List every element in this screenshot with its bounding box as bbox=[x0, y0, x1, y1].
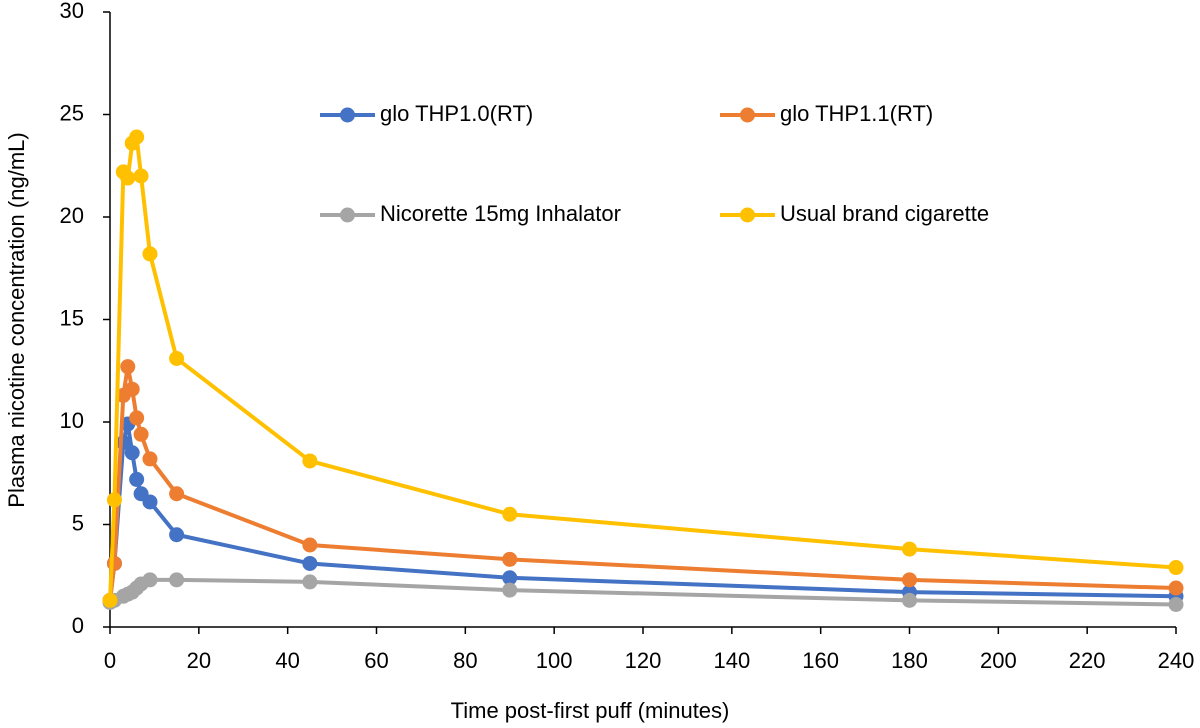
legend-label: glo THP1.0(RT) bbox=[380, 101, 533, 126]
data-point bbox=[169, 486, 185, 502]
legend-swatch-marker bbox=[740, 207, 755, 223]
x-tick-label: 40 bbox=[275, 648, 299, 673]
x-tick-label: 240 bbox=[1158, 648, 1195, 673]
y-tick-label: 5 bbox=[72, 510, 84, 535]
data-point bbox=[129, 410, 145, 426]
data-point bbox=[133, 426, 149, 442]
x-tick-label: 220 bbox=[1069, 648, 1106, 673]
y-tick-label: 15 bbox=[60, 305, 84, 330]
x-tick-label: 120 bbox=[625, 648, 662, 673]
legend-label: Nicorette 15mg Inhalator bbox=[380, 201, 621, 226]
data-point bbox=[1168, 596, 1184, 612]
x-axis-title: Time post-first puff (minutes) bbox=[451, 698, 730, 723]
series-line bbox=[108, 422, 1177, 601]
data-point bbox=[129, 129, 145, 145]
data-point bbox=[302, 453, 318, 469]
data-point bbox=[502, 582, 518, 598]
y-tick-label: 20 bbox=[60, 203, 84, 228]
data-point bbox=[302, 555, 318, 571]
data-point bbox=[502, 570, 518, 586]
x-tick-label: 0 bbox=[104, 648, 116, 673]
legend-swatch-marker bbox=[340, 107, 355, 123]
data-point bbox=[502, 551, 518, 567]
x-tick-label: 200 bbox=[980, 648, 1017, 673]
x-tick-label: 180 bbox=[891, 648, 928, 673]
data-point bbox=[302, 537, 318, 553]
data-point bbox=[142, 246, 158, 262]
series-line bbox=[108, 364, 1177, 601]
y-tick-label: 25 bbox=[60, 100, 84, 125]
y-axis-title: Plasma nicotine concentration (ng/mL) bbox=[4, 132, 29, 507]
data-point bbox=[302, 574, 318, 590]
x-tick-label: 60 bbox=[364, 648, 388, 673]
legend-label: glo THP1.1(RT) bbox=[780, 101, 933, 126]
data-point bbox=[133, 168, 149, 184]
y-tick-label: 0 bbox=[72, 613, 84, 638]
data-point bbox=[124, 381, 140, 397]
x-tick-label: 100 bbox=[536, 648, 573, 673]
data-point bbox=[169, 572, 185, 588]
y-tick-label: 10 bbox=[60, 408, 84, 433]
legend-label: Usual brand cigarette bbox=[780, 201, 989, 226]
data-point bbox=[142, 494, 158, 510]
data-point bbox=[902, 572, 917, 588]
x-tick-label: 160 bbox=[802, 648, 839, 673]
data-point bbox=[902, 541, 917, 557]
data-point bbox=[169, 527, 185, 543]
data-point bbox=[124, 445, 140, 461]
x-tick-label: 140 bbox=[713, 648, 750, 673]
data-point bbox=[142, 451, 158, 467]
x-tick-label: 80 bbox=[453, 648, 477, 673]
data-point bbox=[129, 471, 145, 487]
data-point bbox=[169, 350, 185, 366]
y-tick-label: 30 bbox=[60, 0, 84, 23]
data-point bbox=[106, 492, 122, 508]
data-point bbox=[120, 359, 136, 375]
data-point bbox=[1168, 560, 1184, 576]
legend-swatch-marker bbox=[740, 107, 755, 123]
data-point bbox=[142, 572, 158, 588]
data-point bbox=[502, 506, 518, 522]
data-point bbox=[1168, 580, 1184, 596]
data-point bbox=[120, 170, 136, 186]
data-point bbox=[102, 592, 118, 608]
data-point bbox=[106, 555, 122, 571]
x-tick-label: 20 bbox=[187, 648, 211, 673]
legend-swatch-marker bbox=[340, 207, 355, 223]
data-point bbox=[902, 592, 917, 608]
